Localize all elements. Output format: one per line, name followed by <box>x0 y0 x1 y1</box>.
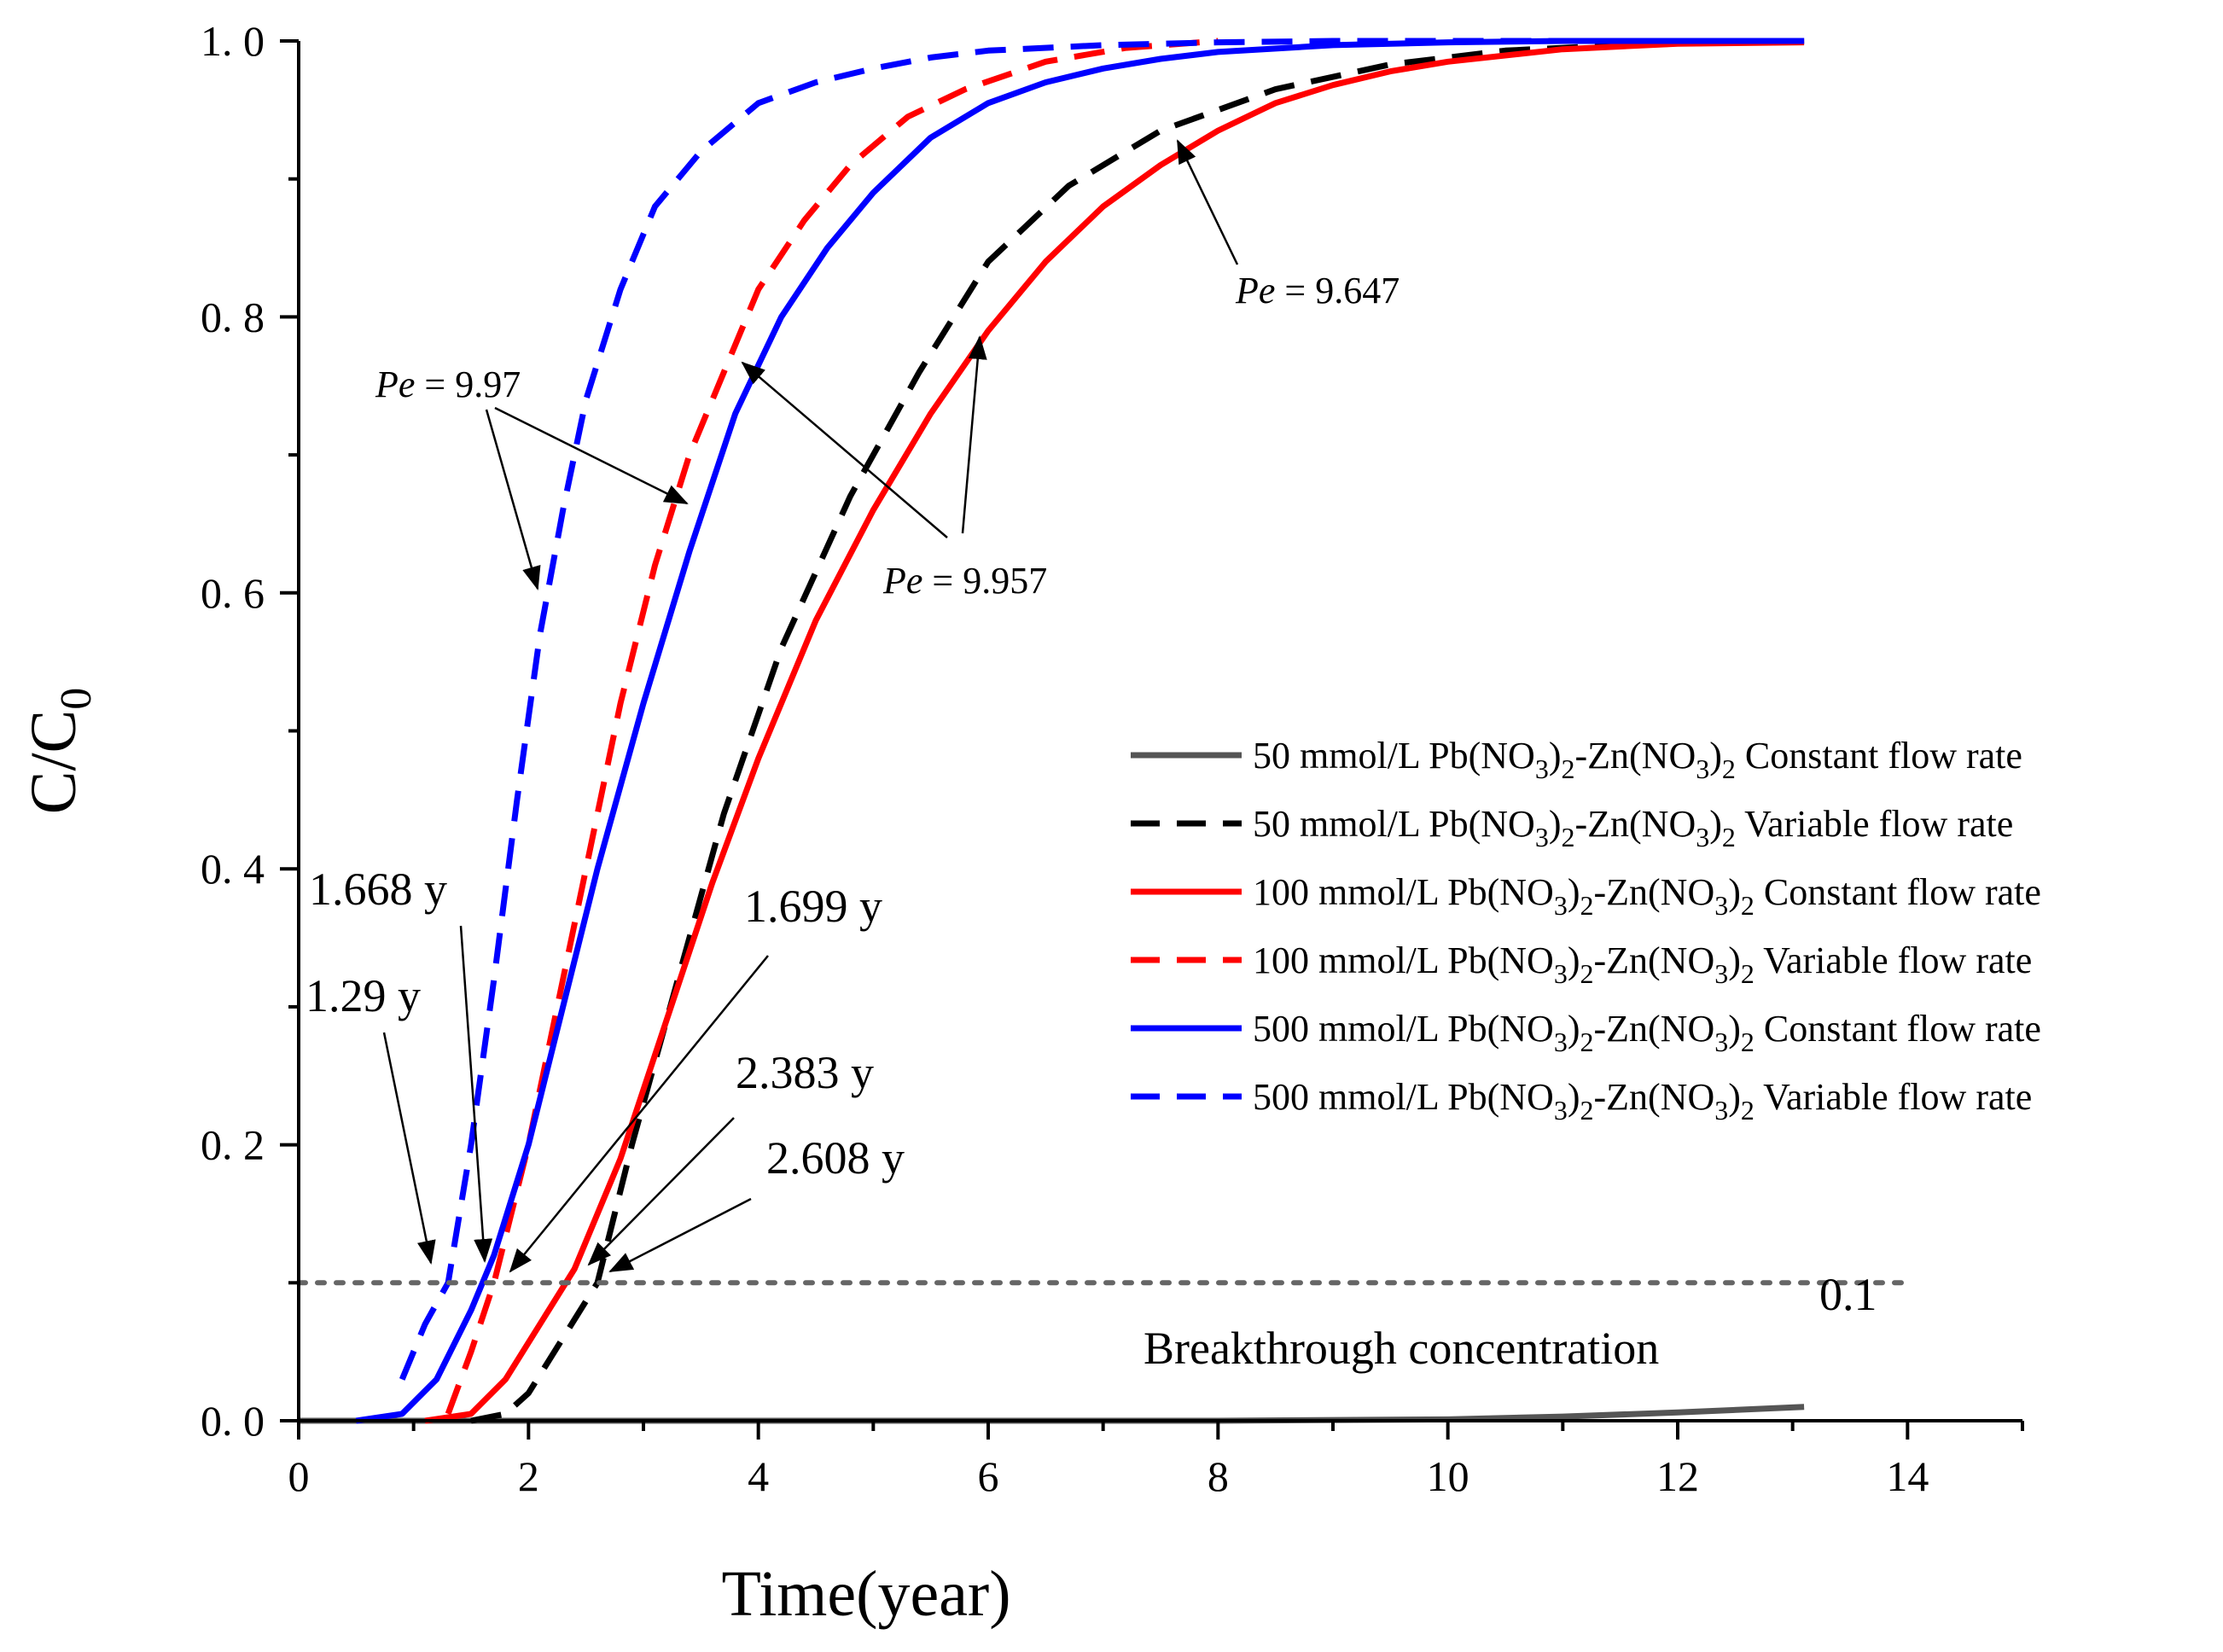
x-tick-label: 0 <box>288 1452 310 1500</box>
arrow-pe9647 <box>1176 139 1239 265</box>
arrow-2608 <box>608 1197 752 1273</box>
label-2608: 2.608 y <box>766 1132 905 1184</box>
arrow-pe997-b <box>494 406 689 505</box>
arrow-pe997-a <box>485 409 541 590</box>
y-axis-title: C/C0 <box>18 688 101 815</box>
legend-label-0: 50 mmol/L Pb(NO3)2-Zn(NO3)2 Constant flo… <box>1253 735 2022 784</box>
label-2383: 2.383 y <box>736 1047 874 1098</box>
pe-value: = 9.647 <box>1275 270 1400 311</box>
x-tick-label: 4 <box>748 1452 769 1500</box>
pe-italic: Pe <box>375 364 415 405</box>
axes: 0 2 4 6 8 10 12 14 0. 0 0. 2 0. 4 0. 6 0. 8 1. 0 <box>201 17 2024 1500</box>
arrow-1668 <box>459 925 493 1263</box>
x-tick-label: 14 <box>1886 1452 1929 1500</box>
x-axis-title: Time(year) <box>721 1558 1010 1630</box>
label-1699: 1.699 y <box>744 881 882 932</box>
legend: 50 mmol/L Pb(NO3)2-Zn(NO3)2 Constant flo… <box>1131 735 2041 1126</box>
threshold-value-label: 0.1 <box>1819 1269 1877 1320</box>
y-tick-label: 1. 0 <box>201 17 265 65</box>
legend-label-5: 500 mmol/L Pb(NO3)2-Zn(NO3)2 Variable fl… <box>1253 1076 2032 1126</box>
legend-label-1: 50 mmol/L Pb(NO3)2-Zn(NO3)2 Variable flo… <box>1253 803 2013 852</box>
pe-label-9957: Pe = 9.957 <box>882 560 1047 602</box>
y-tick-label: 0. 2 <box>201 1121 265 1169</box>
y-tick-label: 0. 4 <box>201 845 265 893</box>
series-line-5 <box>399 38 1805 1381</box>
arrow-129 <box>382 1032 436 1265</box>
legend-label-3: 100 mmol/L Pb(NO3)2-Zn(NO3)2 Variable fl… <box>1253 939 2032 989</box>
x-tick-label: 12 <box>1656 1452 1699 1500</box>
pe-value: = 9.957 <box>922 560 1047 602</box>
series-layer <box>296 38 1911 1424</box>
legend-label-2: 100 mmol/L Pb(NO3)2-Zn(NO3)2 Constant fl… <box>1253 871 2041 921</box>
annotations: 1.668 y 1.29 y 1.699 y 2.383 y 2.608 y 0… <box>306 139 1877 1374</box>
label-1668: 1.668 y <box>309 864 447 915</box>
x-tick-label: 10 <box>1427 1452 1469 1500</box>
y-axis-title-main: C/C <box>18 710 90 815</box>
y-tick-label: 0. 8 <box>201 293 265 340</box>
y-tick-label: 0. 0 <box>201 1397 265 1445</box>
y-tick-label: 0. 6 <box>201 569 265 617</box>
pe-value: = 9.97 <box>415 364 521 405</box>
y-axis-title-subscript: 0 <box>52 688 101 710</box>
label-129: 1.29 y <box>306 970 421 1021</box>
series-line-4 <box>355 38 1805 1424</box>
arrow-2383 <box>587 1117 735 1266</box>
arrow-pe9957-a <box>741 361 948 538</box>
x-tick-label: 2 <box>518 1452 539 1500</box>
pe-label-9647: Pe = 9.647 <box>1235 270 1400 311</box>
series-line-1 <box>470 38 1805 1424</box>
series-line-0 <box>299 1404 1805 1424</box>
arrow-1699 <box>509 955 769 1273</box>
legend-label-4: 500 mmol/L Pb(NO3)2-Zn(NO3)2 Constant fl… <box>1253 1008 2041 1057</box>
series-line-3 <box>445 38 1219 1416</box>
pe-italic: Pe <box>882 560 922 602</box>
x-tick-label: 8 <box>1208 1452 1229 1500</box>
x-tick-label: 6 <box>978 1452 999 1500</box>
arrow-pe9957-b <box>961 335 987 534</box>
series-line-2 <box>424 39 1805 1424</box>
threshold-text-label: Breakthrough concentration <box>1144 1323 1659 1374</box>
pe-label-997: Pe = 9.97 <box>375 364 521 405</box>
pe-italic: Pe <box>1235 270 1275 311</box>
